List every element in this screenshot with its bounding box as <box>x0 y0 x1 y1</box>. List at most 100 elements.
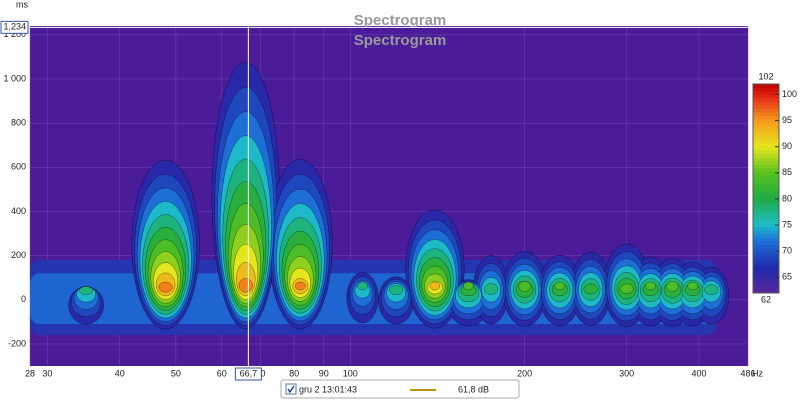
y-tick-label: 0 <box>21 294 26 304</box>
color-bar-step <box>753 202 779 207</box>
peak-contour <box>583 283 598 295</box>
color-bar-tick-label: 95 <box>782 115 792 125</box>
color-bar-step <box>753 226 779 231</box>
color-bar-step <box>753 174 779 179</box>
x-tick-label: 80 <box>289 368 299 378</box>
color-bar-step <box>753 90 779 95</box>
color-bar-step <box>753 198 779 203</box>
checkbox[interactable] <box>285 383 297 395</box>
legend-box <box>280 379 520 399</box>
cursor-y-box <box>0 20 29 34</box>
peak-contour <box>554 281 566 291</box>
peak-contour <box>619 283 634 294</box>
color-bar-step <box>753 247 779 252</box>
y-tick-label: -200 <box>8 338 26 348</box>
x-tick-label: 400 <box>691 368 706 378</box>
color-bar-step <box>753 157 779 162</box>
color-bar-tick-label: 70 <box>782 246 792 256</box>
color-bar-step <box>753 265 779 270</box>
color-bar-step <box>753 139 779 144</box>
peak-contour <box>429 281 441 291</box>
y-tick-label: 800 <box>11 118 26 128</box>
cursor-x-label: 66,7 <box>240 368 258 378</box>
color-bar-step <box>753 97 779 102</box>
peak-contour <box>389 285 404 295</box>
color-bar-step <box>753 188 779 193</box>
color-bar-frame <box>752 83 780 294</box>
color-bar-step <box>753 181 779 186</box>
color-bar-step <box>753 108 779 113</box>
y-tick-label: 1 200 <box>3 29 26 39</box>
color-bar-step <box>753 244 779 249</box>
cursor-y-label: 1,234 <box>3 22 26 32</box>
color-bar-step <box>753 101 779 106</box>
color-bar-step <box>753 104 779 109</box>
color-bar-tick-label: 90 <box>782 141 792 151</box>
peak-contour <box>295 281 306 291</box>
color-bar-step <box>753 150 779 155</box>
color-bar-step <box>753 167 779 172</box>
color-bar-step <box>753 195 779 200</box>
checkmark <box>287 385 295 394</box>
color-bar-step <box>753 118 779 123</box>
x-axis-label: Hz <box>752 368 763 378</box>
color-bar-tick-label: 100 <box>782 89 797 99</box>
color-bar-step <box>753 136 779 141</box>
chart-title: Spectrogram <box>354 12 447 29</box>
peak-contour <box>518 280 531 293</box>
color-bar-step <box>753 219 779 224</box>
color-bar-tick-label: 65 <box>782 272 792 282</box>
color-bar-step <box>753 185 779 189</box>
color-bar-step <box>753 205 779 210</box>
readout: 61,8 dB <box>458 384 489 394</box>
color-bar-step <box>753 261 779 266</box>
x-tick-label: 200 <box>517 368 532 378</box>
x-tick-label: 40 <box>115 368 125 378</box>
color-bar-step <box>753 178 779 183</box>
color-bar-step <box>753 275 779 280</box>
color-bar-step <box>753 282 779 287</box>
color-bar-step <box>753 286 779 291</box>
peak-contour <box>704 284 719 295</box>
peak-contour <box>79 286 94 295</box>
color-bar-step <box>753 251 779 256</box>
peak-contour <box>645 281 656 291</box>
peak-contour <box>666 281 679 293</box>
color-bar-tick-label: 80 <box>782 193 792 203</box>
color-bar-step <box>753 254 779 259</box>
color-bar-step <box>753 160 779 165</box>
color-bar-step <box>753 171 779 176</box>
color-bar-step <box>753 153 779 158</box>
x-tick-label: 50 <box>171 368 181 378</box>
color-bar-max: 102 <box>758 71 773 81</box>
color-bar-step <box>753 129 779 134</box>
y-tick-label: 400 <box>11 206 26 216</box>
peak-contour <box>483 283 499 295</box>
peak-contour <box>687 281 698 291</box>
color-bar-step <box>753 223 779 228</box>
color-bar-step <box>753 146 779 151</box>
legend: gru 2 13:01:43 61,8 dB <box>280 379 520 399</box>
color-bar-tick-label: 85 <box>782 167 792 177</box>
color-bar-step <box>753 268 779 273</box>
color-bar-step <box>753 84 779 88</box>
peak-contour <box>158 281 173 293</box>
color-bar-step <box>753 240 779 245</box>
legend-entry: gru 2 13:01:43 <box>299 384 357 394</box>
color-bar-step <box>753 230 779 235</box>
color-bar-step <box>753 289 779 294</box>
y-tick-label: 1 000 <box>3 73 26 83</box>
color-bar-tick-label: 75 <box>782 219 792 229</box>
x-tick-label: 486 <box>740 368 755 378</box>
color-bar-step <box>753 258 779 263</box>
chart-subtitle: Spectrogram <box>354 32 447 49</box>
color-bar-step <box>753 132 779 137</box>
x-tick-label: 300 <box>619 368 634 378</box>
x-tick-label: 90 <box>319 368 329 378</box>
x-tick-label: 100 <box>343 368 358 378</box>
y-tick-label: 200 <box>11 250 26 260</box>
y-tick-label: 600 <box>11 162 26 172</box>
color-bar-step <box>753 272 779 277</box>
